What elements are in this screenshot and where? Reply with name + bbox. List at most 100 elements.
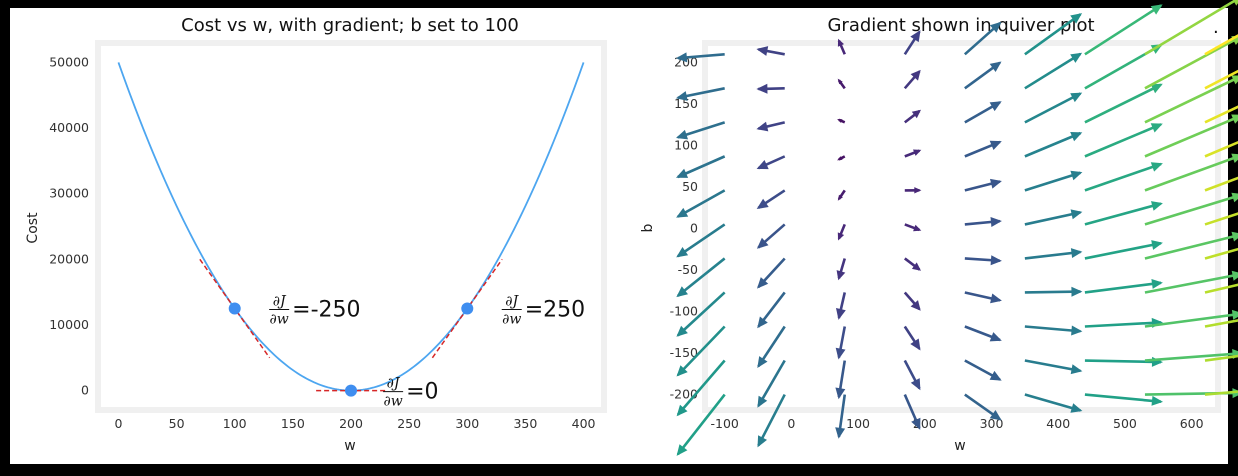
- quiver-arrow-shaft: [1204, 140, 1238, 158]
- quiver-arrow: [903, 69, 921, 90]
- quiver-arrow: [676, 257, 726, 298]
- quiver-arrow: [1084, 123, 1163, 158]
- quiver-arrow-shaft: [1144, 0, 1238, 56]
- quiver-arrow: [964, 325, 1002, 342]
- quiver-arrow-head: [1231, 114, 1238, 124]
- quiver-arrow-shaft: [1024, 52, 1082, 90]
- quiver-arrow-head: [676, 365, 688, 377]
- annotation-gradient-value: =0: [406, 380, 438, 405]
- quiver-arrow: [1084, 240, 1163, 260]
- quiver-arrow: [1144, 231, 1238, 260]
- quiver-arrow: [1024, 131, 1083, 158]
- quiver-arrow-head: [1070, 13, 1083, 24]
- quiver-arrow-head: [1231, 270, 1238, 281]
- quiver-arrow-head: [1071, 286, 1083, 297]
- quiver-arrow: [904, 149, 922, 158]
- quiver-arrow-head: [676, 286, 688, 298]
- quiver-arrow-head: [910, 69, 921, 81]
- quiver-arrow-head: [1070, 248, 1083, 258]
- cost-x-tick-label: 150: [281, 416, 305, 431]
- quiver-arrow-head: [1150, 83, 1163, 94]
- quiver-arrow-head: [910, 338, 921, 351]
- quiver-arrow-shaft: [1204, 283, 1238, 294]
- quiver-arrow-head: [1150, 123, 1163, 133]
- cost-point: [345, 384, 357, 397]
- quiver-arrow-shaft: [1024, 393, 1081, 412]
- quiver-arrow-head: [989, 101, 1002, 112]
- cost-y-tick-label: 10000: [49, 317, 89, 332]
- quiver-arrow-shaft: [1024, 211, 1081, 226]
- quiver-arrow: [835, 326, 847, 360]
- quiver-arrow: [835, 360, 847, 400]
- quiver-arrow-head: [990, 293, 1002, 304]
- quiver-arrow: [676, 325, 726, 377]
- quiver-arrow: [1144, 114, 1238, 158]
- quiver-x-tick-label: 0: [787, 416, 795, 431]
- quiver-arrow-head: [835, 387, 846, 400]
- quiver-arrow: [756, 121, 786, 132]
- quiver-arrow-head: [676, 444, 688, 456]
- quiver-arrow-shaft: [1024, 171, 1081, 192]
- quiver-arrow-head: [989, 410, 1002, 421]
- quiver-arrow-head: [675, 91, 688, 101]
- quiver-arrow-shaft: [1144, 273, 1238, 294]
- quiver-arrow: [1024, 52, 1083, 90]
- quiver-arrow-shaft: [1204, 176, 1238, 192]
- quiver-arrow-head: [911, 109, 921, 119]
- quiver-y-tick-label: 100: [674, 138, 698, 153]
- quiver-arrow: [756, 83, 785, 94]
- quiver-arrow: [1144, 270, 1238, 294]
- cost-marks: [117, 62, 585, 397]
- quiver-arrow: [1204, 247, 1238, 260]
- quiver-arrow-head: [910, 30, 921, 43]
- quiver-arrow: [836, 258, 847, 281]
- quiver-arrow-head: [756, 160, 769, 170]
- quiver-arrow: [676, 223, 726, 258]
- cost-x-ticks: 0 50 100 150 200 250 300 350 400: [114, 416, 595, 431]
- quiver-arrow: [964, 101, 1002, 124]
- quiver-arrow-shaft: [1204, 247, 1238, 260]
- quiver-arrow-shaft: [1024, 359, 1081, 373]
- quiver-arrow-shaft: [1204, 390, 1238, 396]
- quiver-arrow-head: [1231, 192, 1238, 203]
- quiver-arrow: [1084, 393, 1163, 406]
- quiver-arrow: [1144, 153, 1238, 192]
- quiver-arrow: [676, 359, 726, 417]
- quiver-arrow: [1084, 201, 1163, 226]
- quiver-arrow-head: [989, 61, 1002, 72]
- quiver-arrow-shaft: [1144, 36, 1238, 90]
- cost-chart: Cost vs w, with gradient; b set to 100 w…: [25, 15, 607, 454]
- quiver-arrow: [757, 393, 786, 448]
- quiver-arrow: [1024, 286, 1083, 297]
- gradient-annotation: ∂J ∂w =250: [501, 294, 585, 328]
- quiver-arrow-shaft: [1204, 69, 1238, 90]
- cost-x-tick-label: 250: [397, 416, 421, 431]
- quiver-arrow: [1084, 4, 1163, 56]
- quiver-x-tick-label: 400: [1046, 416, 1070, 431]
- quiver-arrow: [676, 155, 726, 179]
- quiver-arrow-head: [757, 435, 767, 448]
- quiver-arrow: [757, 325, 786, 368]
- quiver-arrow: [1024, 248, 1083, 260]
- quiver-arrow-head: [990, 217, 1002, 227]
- quiver-arrow-shaft: [1144, 155, 1238, 192]
- quiver-arrow-head: [1231, 75, 1238, 85]
- quiver-arrow-head: [910, 300, 921, 311]
- quiver-arrow-shaft: [677, 257, 726, 297]
- quiver-arrow-head: [675, 52, 688, 63]
- quiver-arrow-head: [1070, 170, 1083, 181]
- quiver-chart: Gradient shown in quiver plot w b -100 0 1…: [640, 0, 1238, 456]
- annotation-fraction-denominator: ∂w: [270, 312, 289, 328]
- annotation-gradient-value: =250: [525, 298, 585, 323]
- quiver-arrow-head: [757, 277, 769, 289]
- quiver-x-tick-label: -100: [710, 416, 738, 431]
- quiver-arrow-head: [837, 119, 843, 123]
- quiver-arrow: [837, 38, 846, 55]
- quiver-arrow-head: [911, 417, 921, 430]
- quiver-y-tick-label: 50: [682, 179, 698, 194]
- quiver-arrow-shaft: [1204, 105, 1238, 124]
- quiver-arrow-head: [676, 129, 688, 140]
- quiver-arrow: [1204, 354, 1238, 362]
- quiver-arrow-shaft: [1144, 76, 1238, 124]
- quiver-arrow: [1204, 390, 1238, 396]
